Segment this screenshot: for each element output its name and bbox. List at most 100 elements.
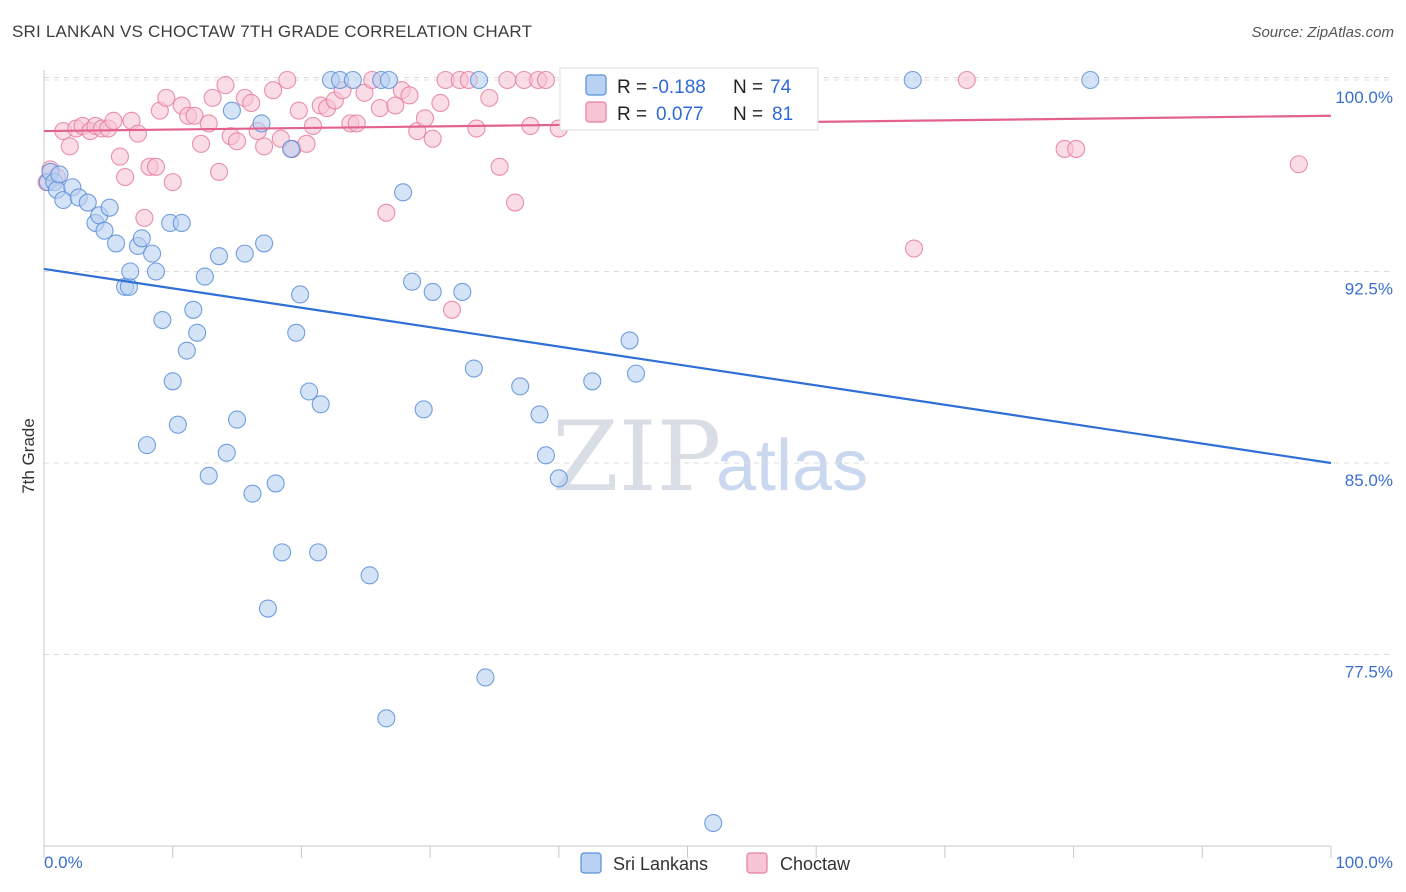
legend-r-value-2: 0.077 [656, 104, 704, 125]
sri-lankan-point [163, 372, 182, 391]
legend-swatch-pink [585, 101, 607, 123]
sri-lankan-point [217, 443, 236, 462]
sri-lankan-point [153, 310, 172, 330]
sri-lankan-point [228, 410, 247, 429]
choctaw-point [480, 88, 499, 107]
x-tick-label-max: 100.0% [1335, 853, 1393, 872]
bottom-legend-swatch-blue [580, 852, 602, 874]
sri-lankan-point [360, 566, 379, 585]
stats-legend: R = -0.188 N = 74 R = 0.077 N = 81 [559, 67, 819, 131]
y-tick-label: 92.5% [1345, 280, 1393, 299]
choctaw-point [60, 137, 79, 156]
choctaw-point [467, 119, 486, 138]
choctaw-point [157, 88, 176, 107]
choctaw-point [191, 134, 211, 153]
sri-lankan-point [423, 282, 442, 301]
bottom-legend-swatch-pink [746, 852, 768, 874]
choctaw-point [490, 157, 509, 176]
legend-swatch-blue [585, 74, 607, 96]
legend-n-value-1: 74 [770, 77, 792, 98]
choctaw-point [957, 70, 976, 90]
y-axis-label: 7th Grade [19, 418, 38, 494]
sri-lankan-point [511, 377, 530, 396]
choctaw-point [104, 111, 123, 130]
choctaw-point [423, 129, 442, 148]
sri-lankan-point [377, 709, 396, 728]
sri-lankan-point [394, 183, 413, 202]
watermark-atlas: atlas [716, 426, 868, 506]
sri-lankan-point [453, 282, 472, 301]
sri-lankan-point [379, 70, 398, 90]
sri-lankan-point [255, 234, 274, 253]
sri-lankan-point [222, 101, 241, 120]
sri-lankan-point [177, 341, 196, 360]
choctaw-point [110, 147, 129, 166]
choctaw-point [536, 70, 555, 90]
watermark-zip: ZIP [552, 401, 721, 513]
choctaw-point [303, 116, 323, 136]
choctaw-point [1067, 139, 1086, 158]
choctaw-point [203, 88, 222, 107]
sri-lankan-point [266, 474, 285, 493]
choctaw-point [278, 70, 297, 90]
choctaw-point [297, 134, 316, 153]
bottom-legend-label-choctaw: Choctaw [780, 854, 851, 874]
legend-n-label-1: N = [733, 77, 763, 98]
y-tick-label: 77.5% [1345, 663, 1393, 682]
sri-lankan-point [536, 446, 555, 465]
sri-lankan-point [107, 234, 126, 253]
sri-lankan-point [243, 484, 262, 503]
bottom-legend: Sri Lankans Choctaw [580, 852, 851, 874]
sri-lankan-point [549, 469, 568, 488]
sri-lankan-point [121, 262, 140, 281]
choctaw-point [442, 300, 462, 319]
sri-lankan-point [273, 543, 292, 562]
choctaw-point [242, 93, 261, 113]
choctaw-point [431, 93, 450, 113]
sri-lankan-point [132, 229, 151, 248]
choctaw-point [1289, 155, 1308, 174]
source-label: Source: ZipAtlas.com [1251, 24, 1394, 41]
sri-lankan-point [95, 221, 114, 240]
sri-lankan-point [50, 165, 69, 184]
sri-lankan-point [168, 415, 187, 434]
sri-lankan-point [343, 70, 362, 90]
sri-lankan-point [199, 466, 218, 485]
choctaw-point [163, 173, 182, 192]
legend-r-label-2: R = [617, 104, 647, 125]
sri-lankan-point [137, 436, 157, 455]
choctaw-point [370, 99, 389, 118]
sri-lankan-point [287, 323, 306, 342]
y-tick-labels: 77.5% 85.0% 92.5% 100.0% [1335, 88, 1393, 682]
sri-lankan-point [146, 262, 166, 281]
choctaw-point [116, 167, 135, 187]
choctaw-point [386, 96, 405, 115]
choctaw-point [415, 109, 435, 128]
choctaw-point [289, 101, 308, 120]
sri-lankan-point [530, 405, 549, 424]
sri-lankan-point [704, 813, 723, 833]
legend-r-value-1: -0.188 [652, 77, 706, 98]
choctaw-point [135, 208, 154, 227]
sri-lankan-point [209, 247, 229, 266]
x-tick-label-min: 0.0% [44, 853, 83, 872]
sri-lankan-point [469, 70, 489, 90]
sri-lankan-point [172, 213, 191, 233]
choctaw-point [199, 114, 218, 133]
y-tick-label: 85.0% [1345, 471, 1393, 490]
choctaw-point [347, 114, 366, 133]
sri-lankan-point [143, 244, 162, 263]
sri-lankan-point [1081, 70, 1100, 90]
sri-lankan-point [184, 300, 203, 319]
sri-lankan-point [78, 193, 97, 212]
sri-lankan-points [38, 70, 1100, 833]
x-axis-ticks [43, 846, 1332, 858]
sri-lankan-point [235, 244, 254, 263]
sri-lankan-point [300, 382, 319, 401]
choctaw-point [216, 76, 235, 95]
sri-lankan-point [414, 400, 433, 419]
sri-lankan-point [282, 139, 301, 158]
sri-lankan-point [258, 599, 277, 618]
sri-lankan-point [583, 372, 602, 391]
